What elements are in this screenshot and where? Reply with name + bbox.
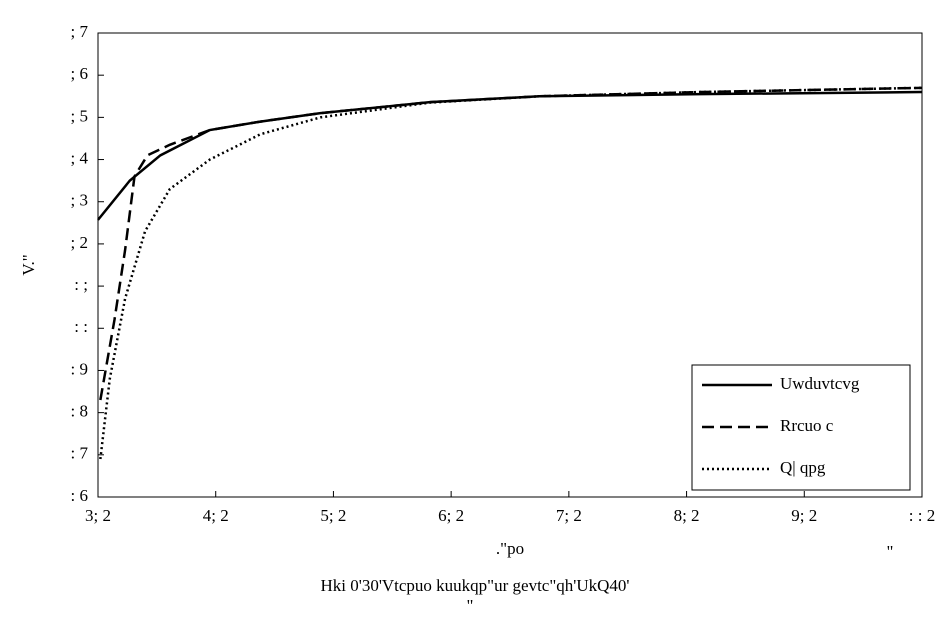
y-tick-label: ; 4: [71, 148, 89, 167]
y-tick-label: ; 6: [71, 64, 88, 83]
x-tick-label: 6; 2: [438, 506, 464, 525]
stray-mark: ": [467, 596, 474, 615]
legend-label: Q| qpg: [780, 458, 826, 477]
y-tick-label: : 7: [71, 444, 89, 463]
x-tick-label: 8; 2: [674, 506, 700, 525]
x-tick-label: 7; 2: [556, 506, 582, 525]
x-tick-label: : : 2: [909, 506, 935, 525]
line-series: [97, 90, 923, 221]
x-axis-label: ."po: [496, 539, 524, 558]
y-tick-label: : 9: [71, 359, 88, 378]
stray-mark: ": [887, 542, 894, 561]
x-tick-label: 5; 2: [320, 506, 346, 525]
y-tick-label: ; 5: [71, 106, 88, 125]
x-tick-label: 4; 2: [203, 506, 229, 525]
caption: Hki 0'30'Vtcpuo kuukqp"ur gevtc"qh'UkQ40…: [321, 576, 630, 595]
y-tick-label: : ;: [74, 275, 88, 294]
y-tick-label: : :: [74, 317, 88, 336]
legend-label: Uwduvtcvg: [780, 374, 860, 393]
y-tick-label: ; 7: [71, 22, 89, 41]
legend-label: Rrcuo c: [780, 416, 834, 435]
y-tick-label: ; 3: [71, 191, 88, 210]
y-tick-label: : 8: [71, 402, 88, 421]
x-tick-label: 3; 2: [85, 506, 111, 525]
y-tick-label: ; 2: [71, 233, 88, 252]
plot-frame: [97, 32, 923, 498]
y-tick-label: : 6: [71, 486, 88, 505]
line-series: [99, 86, 923, 401]
y-axis-label: V.": [19, 254, 38, 275]
x-tick-label: 9; 2: [791, 506, 817, 525]
